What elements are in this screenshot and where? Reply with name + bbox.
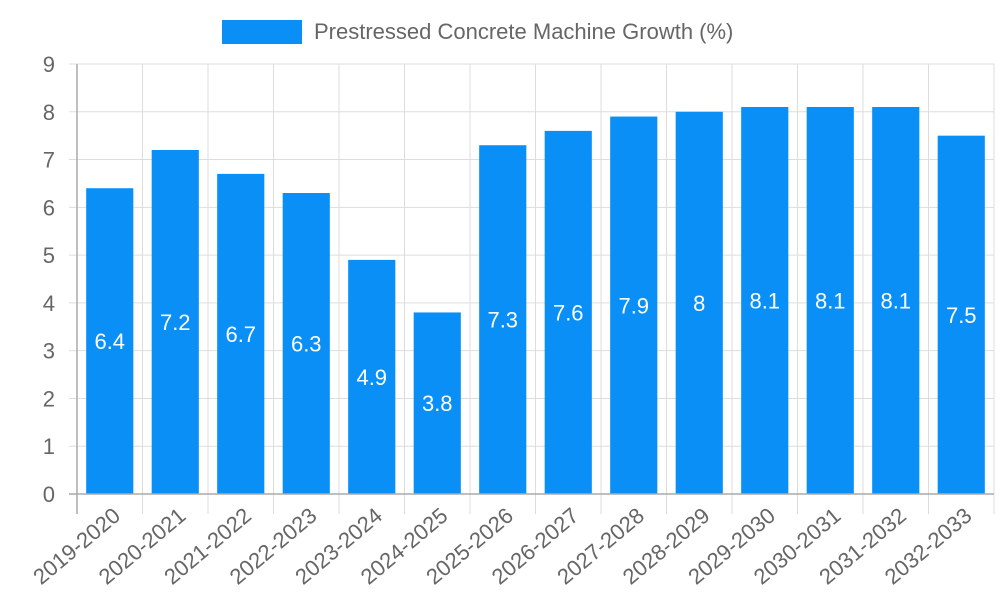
axes: [69, 64, 994, 514]
legend-label: Prestressed Concrete Machine Growth (%): [314, 19, 734, 44]
bar-value-label: 4.9: [356, 365, 387, 390]
bar[interactable]: [741, 107, 789, 494]
bar[interactable]: [151, 150, 199, 494]
bar[interactable]: [872, 107, 920, 494]
legend: Prestressed Concrete Machine Growth (%): [222, 18, 733, 46]
data-labels: 6.4 7.2 6.7 6.3 4.9 3.8 7.3 7.6 7.9 8 8.1 8.1 8.1 7.5: [94, 289, 976, 417]
bar-value-label: 7.5: [946, 303, 977, 328]
bar-value-label: 6.3: [291, 332, 322, 357]
y-tick-label: 9: [43, 52, 55, 77]
bar[interactable]: [282, 193, 330, 494]
bar[interactable]: [610, 116, 658, 495]
bar[interactable]: [413, 312, 461, 494]
bar-value-label: 7.3: [487, 308, 518, 333]
bar[interactable]: [217, 173, 265, 494]
bar[interactable]: [348, 259, 396, 494]
bar-value-label: 6.7: [225, 322, 256, 347]
y-tick-label: 3: [43, 339, 55, 364]
bar[interactable]: [86, 188, 134, 494]
y-tick-label: 6: [43, 195, 55, 220]
bar-value-label: 6.4: [94, 329, 125, 354]
y-axis-ticks: 0 1 2 3 4 5 6 7 8 9: [43, 52, 55, 507]
bar-value-label: 8.1: [749, 289, 780, 314]
bar[interactable]: [937, 135, 985, 494]
bar-value-label: 7.6: [553, 300, 584, 325]
legend-swatch[interactable]: [222, 20, 302, 44]
bar-value-label: 8.1: [880, 289, 911, 314]
bar-value-label: 8: [693, 291, 705, 316]
bars: [86, 107, 985, 495]
y-tick-label: 5: [43, 243, 55, 268]
gridlines: [69, 63, 995, 514]
bar-value-label: 8.1: [815, 289, 846, 314]
y-tick-label: 8: [43, 100, 55, 125]
bar-value-label: 7.9: [618, 293, 649, 318]
bar[interactable]: [806, 107, 854, 494]
y-tick-label: 7: [43, 148, 55, 173]
bar[interactable]: [544, 130, 592, 494]
bar-value-label: 7.2: [160, 310, 191, 335]
x-axis-ticks: 2019-20202020-20212021-20222022-20232023…: [28, 503, 976, 590]
y-tick-label: 1: [43, 434, 55, 459]
bar[interactable]: [675, 111, 723, 495]
bar[interactable]: [479, 145, 527, 494]
bar-value-label: 3.8: [422, 391, 453, 416]
y-tick-label: 4: [43, 291, 55, 316]
y-tick-label: 2: [43, 386, 55, 411]
y-tick-label: 0: [43, 482, 55, 507]
